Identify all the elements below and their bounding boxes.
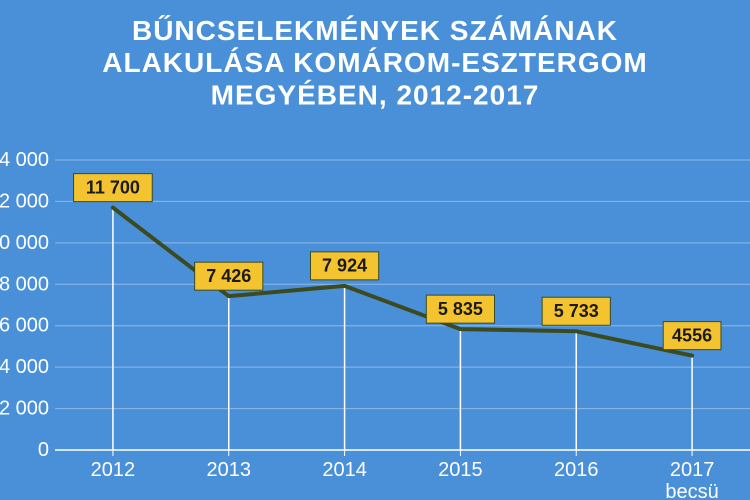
y-tick-label: 2 000 (0, 190, 49, 212)
chart-title-line: MEGYÉBEN, 2012-2017 (211, 79, 540, 110)
point-label: 7 426 (206, 266, 251, 286)
point-label: 4556 (672, 325, 712, 345)
chart-svg: BŰNCSELEKMÉNYEK SZÁMÁNAKALAKULÁSA KOMÁRO… (0, 0, 750, 500)
point-label: 11 700 (86, 177, 140, 197)
point-label: 5 835 (438, 299, 483, 319)
y-tick-label: 0 (38, 439, 49, 461)
y-tick-label: 8 000 (0, 273, 49, 295)
x-tick-label: 2012 (91, 459, 136, 481)
x-tick-label: 2014 (322, 459, 367, 481)
point-label: 7 924 (322, 256, 367, 276)
chart-container: BŰNCSELEKMÉNYEK SZÁMÁNAKALAKULÁSA KOMÁRO… (0, 0, 750, 500)
y-tick-label: 4 000 (0, 149, 49, 171)
y-tick-label: 2 000 (0, 398, 49, 420)
x-tick-label: 2017 (670, 459, 715, 481)
y-tick-label: 4 000 (0, 356, 49, 378)
x-tick-label: 2015 (438, 459, 483, 481)
y-tick-label: 6 000 (0, 315, 49, 337)
chart-title-line: ALAKULÁSA KOMÁROM-ESZTERGOM (102, 47, 647, 78)
chart-title-line: BŰNCSELEKMÉNYEK SZÁMÁNAK (132, 15, 618, 46)
x-tick-label: 2013 (207, 459, 252, 481)
y-tick-label: 0 000 (0, 232, 49, 254)
x-tick-label: 2016 (554, 459, 599, 481)
x-tick-sublabel: becsü (665, 481, 718, 500)
point-label: 5 733 (554, 301, 599, 321)
